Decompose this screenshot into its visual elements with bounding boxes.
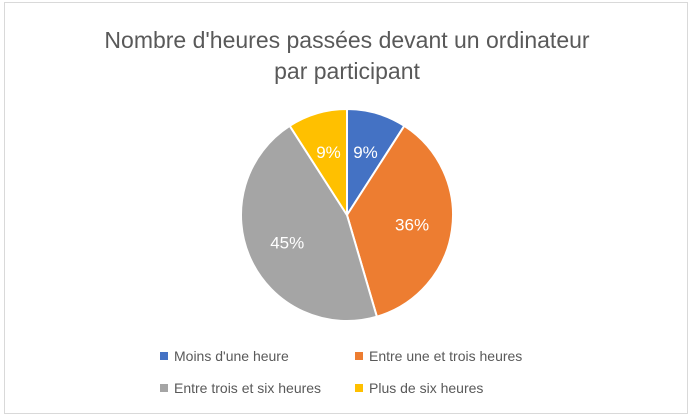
legend-label: Plus de six heures bbox=[369, 380, 484, 396]
chart-title: Nombre d'heures passées devant un ordina… bbox=[104, 27, 590, 84]
legend-swatch bbox=[355, 384, 363, 392]
legend-item-moins-une-heure: Moins d'une heure bbox=[160, 348, 289, 364]
legend-swatch bbox=[160, 384, 168, 392]
slice-plus-de-six bbox=[288, 107, 348, 219]
legend-swatch bbox=[160, 352, 168, 360]
data-label: 9% bbox=[316, 143, 341, 162]
legend-item-plus-de-six: Plus de six heures bbox=[355, 380, 483, 396]
data-label: 9% bbox=[353, 143, 378, 162]
chart-area: Nombre d'heures passées devant un ordina… bbox=[4, 2, 688, 414]
data-label: 36% bbox=[395, 215, 429, 234]
legend-swatch bbox=[355, 352, 363, 360]
legend-item-entre-trois-et-six: Entre trois et six heures bbox=[160, 380, 321, 396]
pie-chart: 9% 36% 45% 9% bbox=[240, 107, 454, 322]
slice-entre-une-et-trois bbox=[345, 124, 454, 318]
legend-label: Entre une et trois heures bbox=[369, 348, 523, 364]
slice-entre-trois-et-six bbox=[240, 124, 379, 322]
legend-item-entre-une-et-trois: Entre une et trois heures bbox=[355, 348, 522, 364]
legend-label: Moins d'une heure bbox=[174, 348, 289, 364]
data-label: 45% bbox=[270, 233, 304, 252]
legend-label: Entre trois et six heures bbox=[174, 380, 322, 396]
